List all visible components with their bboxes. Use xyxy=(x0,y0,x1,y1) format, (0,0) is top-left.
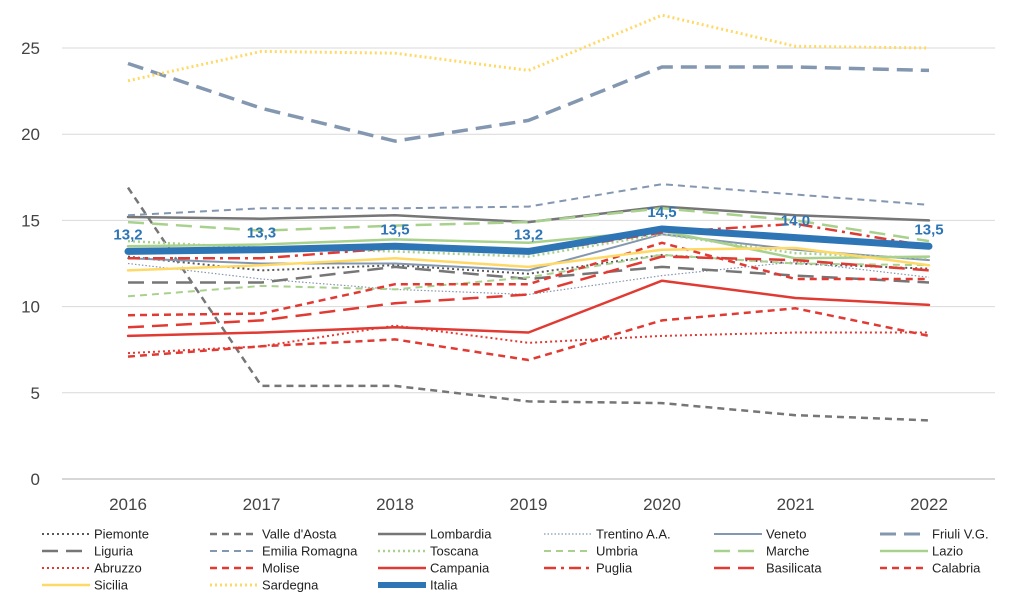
series-line-lombardia xyxy=(126,205,931,224)
gridlines xyxy=(62,47,995,394)
data-label-italia: 13,3 xyxy=(247,225,276,242)
series-line-molise xyxy=(127,241,929,317)
legend-label: Marche xyxy=(766,544,809,559)
series-line-sicilia xyxy=(126,246,931,272)
legend-item-emilia-romagna: Emilia Romagna xyxy=(210,544,358,559)
series-line-basilicata xyxy=(127,255,930,329)
series-lines xyxy=(124,13,933,422)
x-tick-label: 2021 xyxy=(777,495,815,514)
legend-label: Piemonte xyxy=(94,527,149,542)
series-line-marche xyxy=(127,207,930,243)
y-tick-label: 20 xyxy=(21,125,40,144)
x-tick-label: 2019 xyxy=(510,495,548,514)
series-line-italia xyxy=(124,225,933,255)
data-label-italia: 14,5 xyxy=(647,204,676,221)
legend-item-umbria: Umbria xyxy=(544,544,639,559)
series-line-lazio xyxy=(126,229,931,260)
legend-label: Abruzzo xyxy=(94,561,142,576)
series-line-umbria xyxy=(127,253,930,298)
series-line-valle-d-aosta xyxy=(126,186,930,422)
legend-item-italia: Italia xyxy=(378,578,458,593)
legend-label: Veneto xyxy=(766,527,807,542)
legend-item-sardegna: Sardegna xyxy=(210,578,319,593)
data-label-italia: 13,5 xyxy=(914,221,943,238)
legend-item-lazio: Lazio xyxy=(880,544,963,559)
legend-item-trentino-a-a: Trentino A.A. xyxy=(544,527,671,542)
legend-item-campania: Campania xyxy=(378,561,490,576)
x-tick-label: 2018 xyxy=(376,495,414,514)
x-axis: 2016 2017 2018 2019 2020 2021 2022 xyxy=(62,478,995,514)
legend-item-basilicata: Basilicata xyxy=(714,561,822,576)
legend-item-marche: Marche xyxy=(714,544,809,559)
series-line-trentino-a-a xyxy=(127,261,930,296)
series-line-liguria xyxy=(128,265,930,284)
legend-label: Molise xyxy=(262,561,300,576)
legend-label: Friuli V.G. xyxy=(932,527,989,542)
legend-label: Lazio xyxy=(932,544,963,559)
x-tick-label: 2022 xyxy=(910,495,948,514)
legend-label: Lombardia xyxy=(430,527,492,542)
legend-item-valle-d-aosta: Valle d'Aosta xyxy=(210,527,337,542)
data-label-italia: 14,0 xyxy=(781,213,810,230)
legend-label: Toscana xyxy=(430,544,479,559)
series-line-calabria xyxy=(127,307,930,362)
legend-item-molise: Molise xyxy=(210,561,300,576)
legend-label: Umbria xyxy=(596,544,639,559)
series-line-sardegna xyxy=(127,13,930,83)
data-label-italia: 13,2 xyxy=(113,226,142,243)
legend-label: Puglia xyxy=(596,561,633,576)
x-tick-label: 2020 xyxy=(643,495,681,514)
legend-label: Sardegna xyxy=(262,578,319,593)
legend-label: Italia xyxy=(430,578,458,593)
y-tick-label: 25 xyxy=(21,39,40,58)
legend-label: Emilia Romagna xyxy=(262,544,358,559)
legend-label: Sicilia xyxy=(94,578,129,593)
data-label-italia: 13,2 xyxy=(514,226,543,243)
legend-label: Valle d'Aosta xyxy=(262,527,337,542)
series-line-veneto xyxy=(127,233,930,272)
series-line-toscana xyxy=(127,232,930,260)
legend-item-veneto: Veneto xyxy=(714,527,807,542)
series-line-emilia-romagna xyxy=(127,183,930,217)
legend-label: Calabria xyxy=(932,561,981,576)
series-line-campania xyxy=(126,279,931,338)
data-labels: 13,2 13,3 13,5 13,2 14,5 14,0 13,5 xyxy=(113,204,943,243)
x-tick-label: 2016 xyxy=(109,495,147,514)
series-line-friuli-v-g xyxy=(127,61,930,143)
legend-label: Liguria xyxy=(94,544,134,559)
legend-label: Basilicata xyxy=(766,561,822,576)
y-axis-ticks: 0 5 10 15 20 25 xyxy=(21,39,40,489)
legend-item-puglia: Puglia xyxy=(544,561,633,576)
legend-item-friuli-v-g: Friuli V.G. xyxy=(880,527,989,542)
legend: Piemonte Valle d'Aosta Lombardia Trentino A… xyxy=(42,527,989,593)
y-tick-label: 10 xyxy=(21,298,40,317)
legend-item-toscana: Toscana xyxy=(378,544,479,559)
legend-label: Campania xyxy=(430,561,490,576)
series-line-abruzzo xyxy=(127,324,929,355)
y-tick-label: 5 xyxy=(31,384,40,403)
legend-item-abruzzo: Abruzzo xyxy=(42,561,142,576)
legend-item-lombardia: Lombardia xyxy=(378,527,492,542)
y-tick-label: 0 xyxy=(31,470,40,489)
x-tick-label: 2017 xyxy=(243,495,281,514)
series-line-piemonte xyxy=(127,253,930,275)
legend-item-liguria: Liguria xyxy=(42,544,134,559)
data-label-italia: 13,5 xyxy=(380,221,409,238)
y-tick-label: 15 xyxy=(21,211,40,230)
legend-item-piemonte: Piemonte xyxy=(42,527,149,542)
legend-label: Trentino A.A. xyxy=(596,527,671,542)
legend-item-calabria: Calabria xyxy=(880,561,981,576)
legend-item-sicilia: Sicilia xyxy=(42,578,129,593)
